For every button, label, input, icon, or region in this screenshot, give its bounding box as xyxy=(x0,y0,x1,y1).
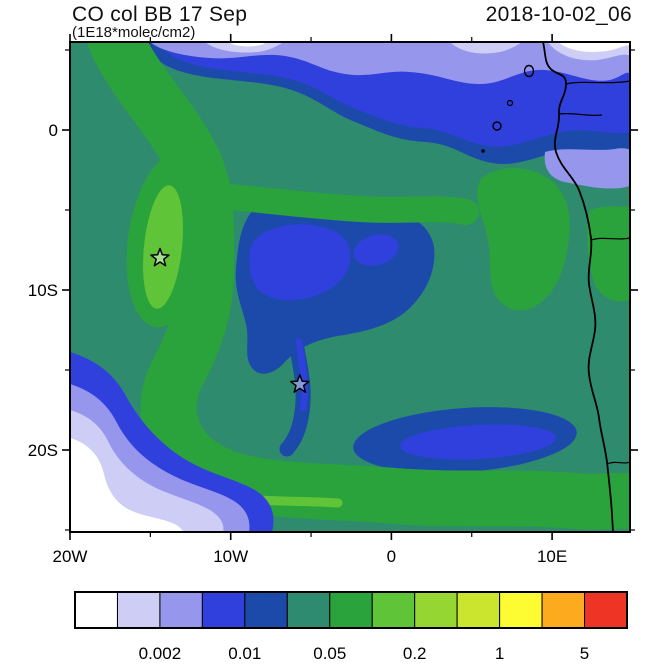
country-border xyxy=(558,112,603,117)
field-blue-tail xyxy=(295,338,308,412)
africa-coastline xyxy=(542,42,614,532)
field-green-kidney xyxy=(477,167,570,311)
field-corner-white xyxy=(70,438,183,532)
island-annobon xyxy=(481,149,485,153)
field-top-lavender-patch xyxy=(205,42,284,53)
star-marker xyxy=(290,374,310,393)
colorbar-label: 0.01 xyxy=(228,644,261,663)
colorbar-cell xyxy=(456,591,501,629)
field-top-periwinkle-band xyxy=(150,42,630,84)
island-bioko xyxy=(523,64,535,78)
colorbar-cell xyxy=(286,591,331,629)
island-principe xyxy=(506,99,514,107)
colorbar-cell xyxy=(116,591,161,629)
colorbar-cell xyxy=(244,591,288,629)
y-axis-label: 0 xyxy=(49,121,58,140)
map-field xyxy=(70,42,630,532)
country-border xyxy=(565,80,630,85)
colorbar-label: 0.002 xyxy=(139,644,182,663)
country-border xyxy=(606,461,630,465)
x-axis-label: 20W xyxy=(53,547,88,566)
field-top-white-patch xyxy=(228,42,266,47)
field-south-blue-core xyxy=(400,424,556,460)
plot-datetime: 2018-10-02_06 xyxy=(485,3,632,26)
field-top-lavender-patch xyxy=(450,42,522,54)
colorbar-cell xyxy=(584,591,628,629)
field-land-periwinkle-patch xyxy=(544,148,630,189)
colorbar-cell xyxy=(159,591,203,629)
colorbar-label: 0.2 xyxy=(403,644,427,663)
y-axis-label: 20S xyxy=(28,441,58,460)
star-markers xyxy=(150,247,310,393)
country-border xyxy=(590,237,630,241)
field-bright-green-core xyxy=(143,185,183,309)
axis-labels: 20W 10W 0 10E 0 10S 20S xyxy=(28,121,567,566)
x-axis-label: 0 xyxy=(387,547,396,566)
colorbar-cell xyxy=(74,591,118,629)
map-frame xyxy=(69,41,631,533)
colorbar: 0.002 0.01 0.05 0.2 1 5 xyxy=(74,591,628,663)
plot-title: CO col BB 17 Sep xyxy=(72,3,248,26)
colorbar-cell xyxy=(499,591,543,629)
field-top-white-patch xyxy=(558,42,630,52)
colorbar-label: 1 xyxy=(495,644,504,663)
field-land-green xyxy=(587,206,630,302)
plot-units-subtitle: (1E18*molec/cm2) xyxy=(72,24,196,41)
field-green-arm xyxy=(209,183,479,225)
field-bright-blue-spot xyxy=(353,234,399,266)
colorbar-label: 0.05 xyxy=(313,644,346,663)
colorbar-cell xyxy=(541,591,586,629)
star-marker xyxy=(150,247,170,267)
y-axis-label: 10S xyxy=(28,281,58,300)
axis-ticks xyxy=(62,34,638,540)
colorbar-frame xyxy=(74,591,628,629)
island-sao-tome xyxy=(492,121,502,131)
colorbar-cell xyxy=(201,591,246,629)
field-bright-blue-core xyxy=(249,224,351,301)
x-axis-label: 10W xyxy=(213,547,248,566)
colorbar-cell xyxy=(329,591,373,629)
x-axis-label: 10E xyxy=(537,547,567,566)
colorbar-cell xyxy=(371,591,416,629)
colorbar-label: 5 xyxy=(580,644,589,663)
colorbar-cell xyxy=(414,591,458,629)
